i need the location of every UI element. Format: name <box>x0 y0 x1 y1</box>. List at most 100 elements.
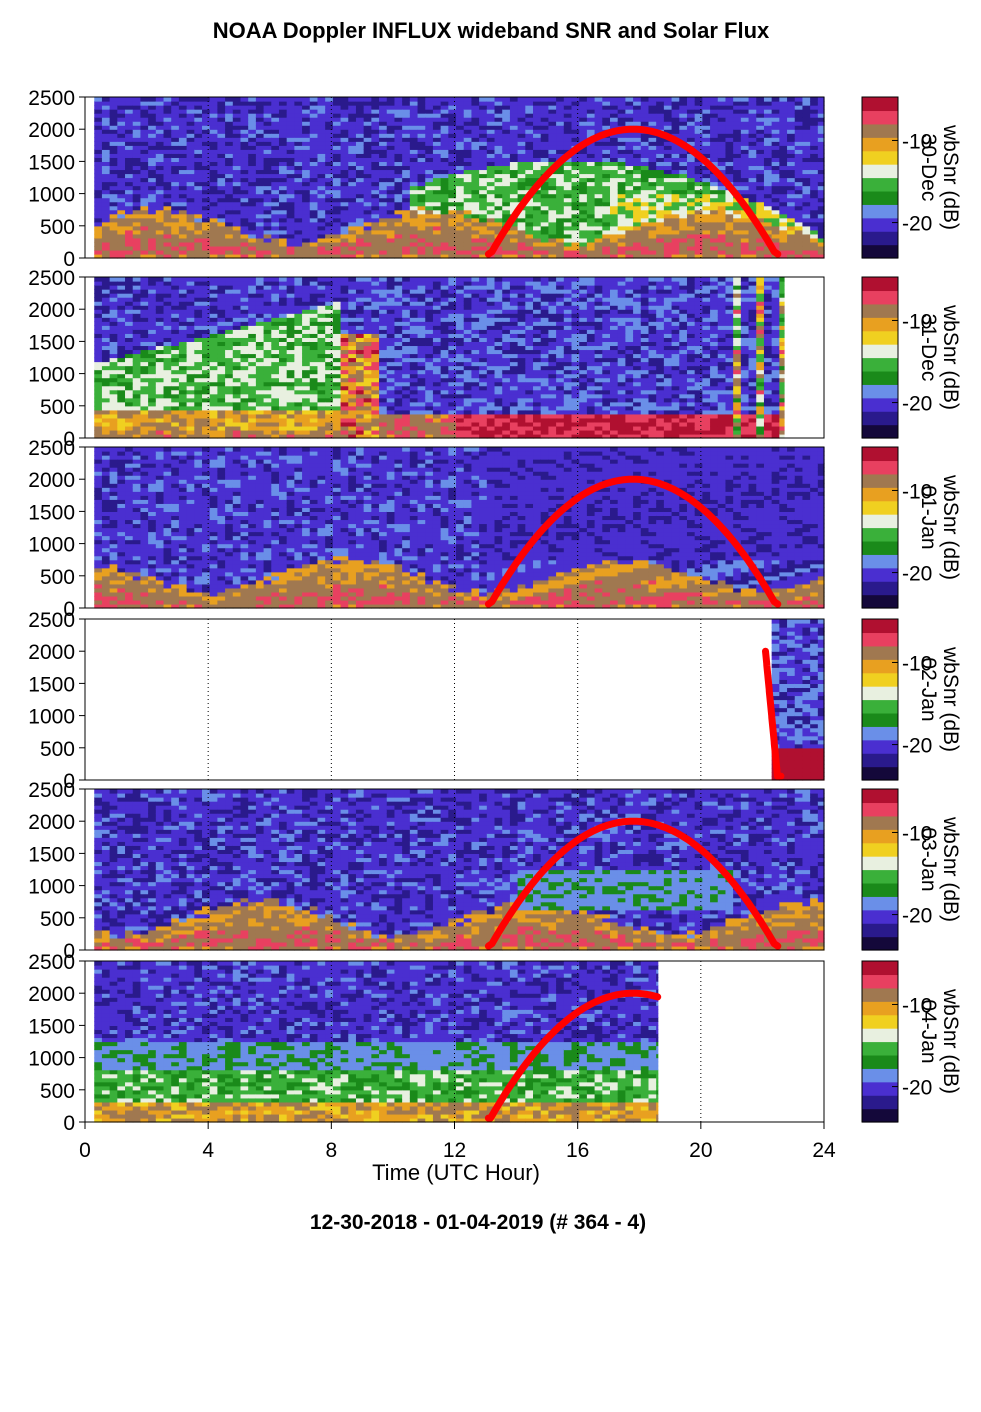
heatmap-cell <box>202 245 211 251</box>
heatmap-cell <box>194 289 203 294</box>
heatmap-cell <box>186 413 195 419</box>
heatmap-cell <box>363 237 372 243</box>
heatmap-cell <box>402 105 411 110</box>
heatmap-cell <box>278 213 288 219</box>
heatmap-cell <box>155 365 165 371</box>
heatmap-cell <box>440 253 449 259</box>
heatmap-cell <box>525 253 534 259</box>
heatmap-cell <box>140 321 149 326</box>
heatmap-cell <box>255 113 265 118</box>
heatmap-cell <box>563 225 573 231</box>
heatmap-cell <box>148 409 157 415</box>
heatmap-cell <box>148 333 157 338</box>
heatmap-cell <box>178 317 188 322</box>
heatmap-cell <box>186 421 195 427</box>
heatmap-cell <box>171 393 180 399</box>
heatmap-cell <box>325 233 334 239</box>
heatmap-cell <box>217 177 226 183</box>
heatmap-cell <box>425 181 434 187</box>
heatmap-cell <box>440 189 449 195</box>
heatmap-cell <box>194 417 203 423</box>
heatmap-cell <box>494 125 503 130</box>
heatmap-cell <box>271 237 280 243</box>
heatmap-cell <box>302 241 311 247</box>
heatmap-cell <box>379 105 388 110</box>
heatmap-cell <box>225 249 234 255</box>
heatmap-cell <box>471 149 480 154</box>
heatmap-cell <box>679 169 688 175</box>
heatmap-cell <box>679 245 688 251</box>
heatmap-cell <box>186 429 195 435</box>
heatmap-cell <box>94 365 103 371</box>
heatmap-cell <box>232 385 242 391</box>
heatmap-cell <box>340 97 349 102</box>
heatmap-cell <box>209 317 219 322</box>
heatmap-cell <box>194 129 203 134</box>
heatmap-cell <box>625 137 634 142</box>
heatmap-cell <box>671 233 680 239</box>
heatmap-cell <box>787 237 796 243</box>
heatmap-cell <box>394 225 403 231</box>
heatmap-cell <box>363 205 372 211</box>
heatmap-cell <box>748 177 757 183</box>
heatmap-cell <box>355 213 365 219</box>
heatmap-cell <box>94 393 103 399</box>
heatmap-cell <box>810 137 819 142</box>
heatmap-cell <box>417 129 426 134</box>
heatmap-cell <box>278 185 288 191</box>
heatmap-cell <box>648 249 657 255</box>
heatmap-cell <box>702 109 711 114</box>
heatmap-cell <box>140 393 149 399</box>
heatmap-cell <box>186 185 195 191</box>
heatmap-cell <box>694 101 703 106</box>
heatmap-cell <box>132 205 142 211</box>
heatmap-cell <box>386 137 396 142</box>
heatmap-cell <box>278 361 288 367</box>
heatmap-cell <box>817 237 825 243</box>
heatmap-cell <box>686 181 696 187</box>
heatmap-cell <box>240 313 249 318</box>
heatmap-cell <box>802 105 811 110</box>
heatmap-cell <box>648 105 657 110</box>
heatmap-cell <box>248 229 257 235</box>
heatmap-cell <box>379 229 388 235</box>
heatmap-cell <box>325 225 334 231</box>
heatmap-cell <box>286 309 295 314</box>
heatmap-cell <box>240 293 249 298</box>
heatmap-cell <box>509 245 519 251</box>
heatmap-cell <box>463 149 473 154</box>
heatmap-cell <box>232 329 242 334</box>
heatmap-cell <box>663 233 673 239</box>
heatmap-cell <box>255 241 265 247</box>
heatmap-cell <box>178 193 188 199</box>
heatmap-cell <box>394 177 403 183</box>
heatmap-cell <box>171 297 180 302</box>
heatmap-cell <box>271 289 280 294</box>
heatmap-cell <box>194 389 203 395</box>
heatmap-cell <box>209 297 219 302</box>
heatmap-cell <box>209 153 219 158</box>
heatmap-cell <box>155 101 165 106</box>
heatmap-cell <box>240 249 249 255</box>
heatmap-cell <box>163 389 172 395</box>
heatmap-cell <box>117 181 126 187</box>
heatmap-cell <box>217 389 226 395</box>
heatmap-cell <box>194 205 203 211</box>
heatmap-cell <box>117 157 126 163</box>
heatmap-cell <box>225 321 234 326</box>
heatmap-cell <box>617 229 626 235</box>
heatmap-cell <box>702 193 711 199</box>
heatmap-cell <box>232 253 242 259</box>
heatmap-cell <box>163 189 172 195</box>
heatmap-cell <box>571 137 580 142</box>
heatmap-cell <box>186 165 195 171</box>
heatmap-cell <box>225 105 234 110</box>
heatmap-cell <box>194 125 203 130</box>
heatmap-cell <box>479 101 488 106</box>
heatmap-cell <box>479 185 488 191</box>
heatmap-cell <box>178 133 188 138</box>
heatmap-cell <box>633 153 642 158</box>
heatmap-cell <box>294 137 303 142</box>
heatmap-cell <box>232 285 242 290</box>
heatmap-cell <box>571 189 580 195</box>
